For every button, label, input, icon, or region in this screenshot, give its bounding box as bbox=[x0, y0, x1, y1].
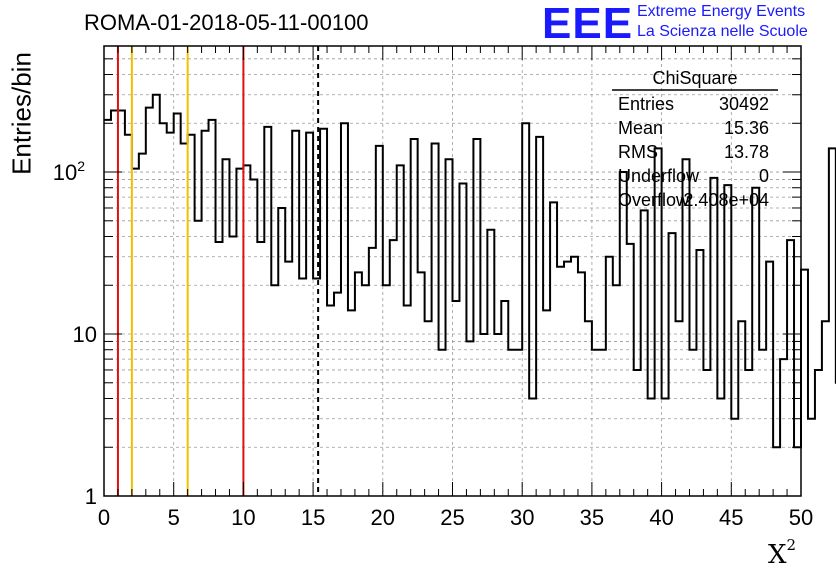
stats-title: ChiSquare bbox=[652, 68, 737, 88]
y-tick-label: 102 bbox=[53, 158, 85, 185]
x-tick-label: 50 bbox=[789, 505, 813, 530]
histogram-series bbox=[104, 93, 836, 449]
x-tick-label: 20 bbox=[371, 505, 395, 530]
x-tick-label: 15 bbox=[301, 505, 325, 530]
y-axis-ticks: 1 10 102 bbox=[53, 45, 801, 509]
x-axis-label-text: X bbox=[768, 540, 787, 570]
stats-value: 2.408e+04 bbox=[683, 190, 769, 210]
y-tick-label: 10 bbox=[73, 322, 97, 347]
x-tick-label: 25 bbox=[440, 505, 464, 530]
x-axis-label: X2 bbox=[768, 536, 796, 570]
chart-title: ROMA-01-2018-05-11-00100 bbox=[84, 10, 369, 35]
stats-label: Underflow bbox=[618, 166, 700, 186]
y-axis-label: Entries/bin bbox=[6, 52, 37, 175]
y-tick-label: 1 bbox=[85, 484, 97, 509]
x-tick-label: 45 bbox=[719, 505, 743, 530]
logo-tagline-1: Extreme Energy Events bbox=[637, 3, 806, 20]
x-axis-label-superscript: 2 bbox=[786, 536, 797, 554]
x-tick-label: 0 bbox=[98, 505, 110, 530]
stats-label: Entries bbox=[618, 94, 674, 114]
x-tick-label: 35 bbox=[580, 505, 604, 530]
x-axis-ticks: 0 5 10 15 20 25 30 35 40 45 50 bbox=[98, 46, 813, 530]
stats-label: RMS bbox=[618, 142, 658, 162]
stats-label: Mean bbox=[618, 118, 663, 138]
x-tick-label: 10 bbox=[231, 505, 255, 530]
stats-value: 15.36 bbox=[724, 118, 769, 138]
stats-label: Overflow bbox=[618, 190, 690, 210]
logo-tagline-2: La Scienza nelle Scuole bbox=[637, 23, 808, 40]
x-tick-label: 5 bbox=[168, 505, 180, 530]
stats-value: 30492 bbox=[719, 94, 769, 114]
eee-logo: EEE bbox=[542, 0, 634, 48]
stats-value: 0 bbox=[759, 166, 769, 186]
x-tick-label: 30 bbox=[510, 505, 534, 530]
x-tick-label: 40 bbox=[649, 505, 673, 530]
stats-box: ChiSquare Entries 30492 Mean 15.36 RMS 13.78 Un… bbox=[612, 68, 778, 210]
stats-value: 13.78 bbox=[724, 142, 769, 162]
